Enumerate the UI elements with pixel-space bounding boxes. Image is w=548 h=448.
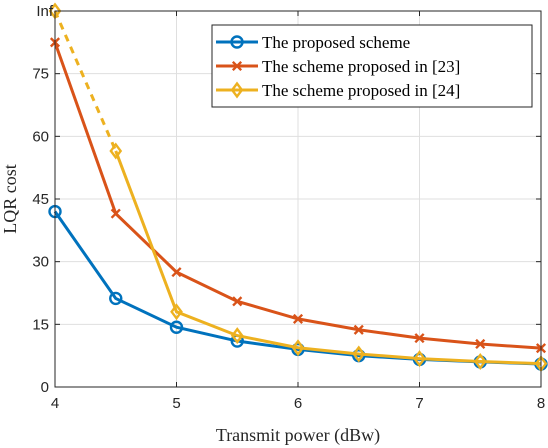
data-point <box>109 142 123 160</box>
data-point <box>171 267 182 278</box>
legend-marker <box>231 60 243 72</box>
data-point <box>109 291 123 306</box>
data-point <box>473 353 487 371</box>
legend-marker <box>230 81 244 99</box>
series-3 <box>48 2 548 373</box>
y-tick-label: 15 <box>32 316 49 333</box>
legend-box <box>211 24 533 108</box>
series-2 <box>49 37 547 354</box>
data-point <box>414 333 425 344</box>
data-point <box>413 350 426 368</box>
x-tick-label: 6 <box>294 395 302 412</box>
legend-label: The scheme proposed in [23] <box>262 57 460 76</box>
y-tick-label-inf: Inf <box>36 3 54 20</box>
y-axis-label: LQR cost <box>0 164 20 234</box>
y-tick-label: 0 <box>41 379 49 396</box>
x-tick-label: 5 <box>172 395 180 412</box>
data-point <box>230 327 244 345</box>
data-point <box>170 303 183 321</box>
data-point <box>353 324 364 335</box>
series-layer <box>48 2 548 373</box>
x-tick-label: 8 <box>537 395 545 412</box>
series-line <box>114 150 542 366</box>
y-tick-label: 30 <box>32 254 49 271</box>
legend-label: The proposed scheme <box>262 33 410 52</box>
data-point <box>475 338 486 350</box>
x-tick-label: 7 <box>415 395 423 412</box>
y-tick-label: 75 <box>32 66 49 83</box>
data-point <box>169 320 184 334</box>
legend-item: The proposed scheme <box>216 33 410 52</box>
legend-marker <box>230 35 244 49</box>
legend-label: The scheme proposed in [24] <box>262 81 460 100</box>
legend-item: The scheme proposed in [24] <box>216 81 460 100</box>
x-tick-label: 4 <box>51 395 59 412</box>
data-point <box>291 339 305 357</box>
x-axis-label: Transmit power (dBw) <box>216 425 380 446</box>
legend-item: The scheme proposed in [23] <box>216 57 460 76</box>
y-tick-label: 45 <box>32 191 49 208</box>
data-point <box>352 345 366 363</box>
legend: The proposed scheme The scheme proposed i… <box>211 24 533 108</box>
data-point <box>292 313 304 324</box>
data-point <box>232 296 243 307</box>
data-point <box>110 208 121 219</box>
y-tick-label: 60 <box>32 128 49 145</box>
